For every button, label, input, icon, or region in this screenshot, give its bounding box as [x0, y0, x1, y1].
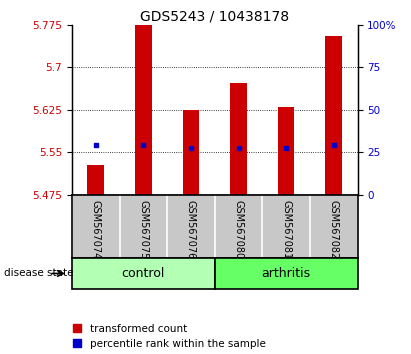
Text: GSM567074: GSM567074: [91, 200, 101, 259]
Bar: [88, 165, 104, 195]
Bar: [326, 36, 342, 195]
FancyBboxPatch shape: [215, 258, 358, 289]
Title: GDS5243 / 10438178: GDS5243 / 10438178: [140, 10, 289, 24]
Bar: [278, 107, 295, 195]
Text: control: control: [122, 267, 165, 280]
FancyBboxPatch shape: [72, 258, 215, 289]
Bar: [182, 110, 199, 195]
Text: GSM567075: GSM567075: [139, 200, 148, 259]
Bar: [135, 25, 152, 195]
Text: disease state: disease state: [4, 268, 74, 279]
Bar: [230, 83, 247, 195]
Text: GSM567080: GSM567080: [233, 200, 244, 259]
Text: GSM567081: GSM567081: [281, 200, 291, 259]
Text: GSM567076: GSM567076: [186, 200, 196, 259]
Legend: transformed count, percentile rank within the sample: transformed count, percentile rank withi…: [73, 324, 266, 349]
Text: arthritis: arthritis: [261, 267, 311, 280]
Text: GSM567082: GSM567082: [329, 200, 339, 259]
